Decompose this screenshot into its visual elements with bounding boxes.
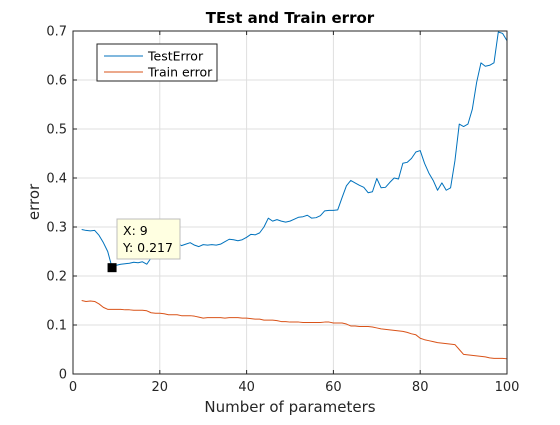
y-tick-label: 0.7 <box>46 25 67 40</box>
series-line-train-error <box>81 300 508 360</box>
y-tick-label: 0.4 <box>46 172 67 187</box>
x-axis-label: Number of parameters <box>204 398 375 416</box>
legend-label: Train error <box>147 65 213 80</box>
datatip[interactable]: X: 9 Y: 0.217 <box>107 218 181 273</box>
y-tick-label: 0.3 <box>46 221 67 236</box>
chart-title: TEst and Train error <box>206 9 375 27</box>
x-tick-label: 20 <box>152 380 169 395</box>
legend-box <box>96 43 218 82</box>
y-tick-label: 0.6 <box>46 74 67 89</box>
plot-area: 0 20 40 60 80 100 0 0.1 0.2 0.3 0.4 0.5 0.6 0.7 TestEr… <box>46 25 519 396</box>
y-tick-label: 0.2 <box>46 270 67 285</box>
x-tick-label: 100 <box>495 380 520 395</box>
y-tick-label: 0.1 <box>46 319 67 334</box>
x-tick-label: 40 <box>238 380 255 395</box>
datatip-y-text: Y: 0.217 <box>122 240 173 255</box>
datatip-box <box>116 218 181 260</box>
x-tick-label: 0 <box>69 380 77 395</box>
datatip-marker[interactable] <box>107 263 117 273</box>
legend-label: TestError <box>147 49 204 64</box>
x-tick-label: 60 <box>325 380 342 395</box>
y-tick-label: 0 <box>59 368 67 383</box>
y-tick-label: 0.5 <box>46 123 67 138</box>
y-axis-label: error <box>25 183 43 220</box>
x-tick-label: 80 <box>412 380 429 395</box>
axes-box <box>72 30 508 375</box>
axes-background <box>73 31 507 374</box>
datatip-x-text: X: 9 <box>123 223 148 238</box>
